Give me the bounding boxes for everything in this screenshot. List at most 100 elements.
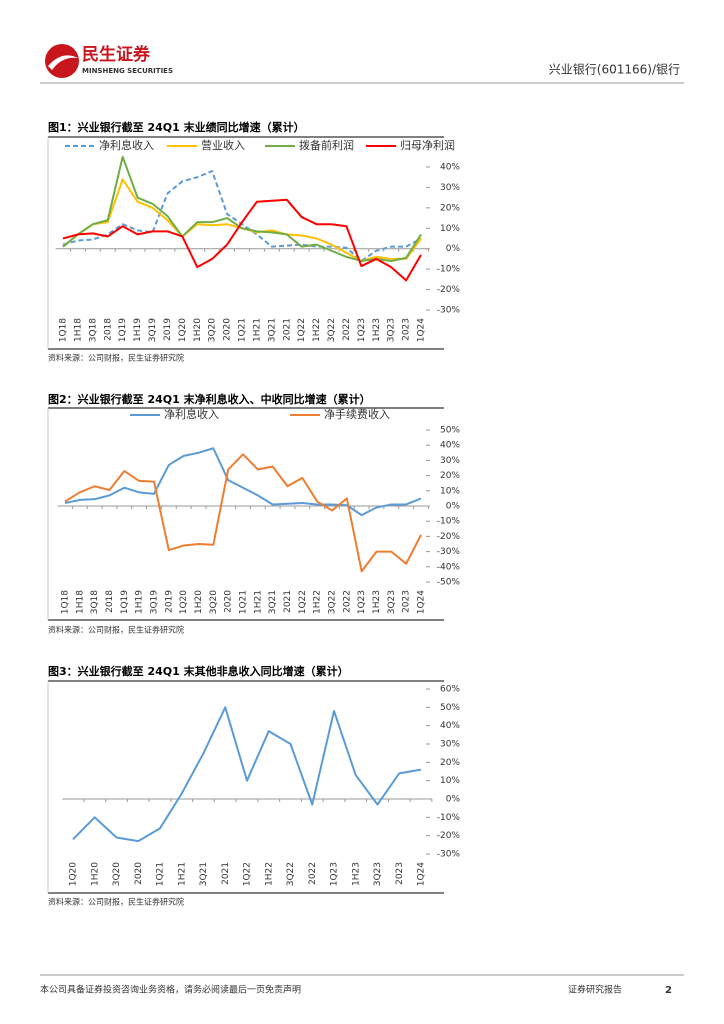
legend-label: 净利息收入 [99,138,154,152]
x-tick-label: 1H19 [133,318,143,342]
x-tick-label: 2018 [105,590,115,613]
x-tick-label: 3Q20 [209,590,219,615]
x-tick-label: 1H20 [90,862,100,886]
y-tick-label: -30% [437,547,461,557]
footer-label: 证券研究报告 [568,984,622,996]
y-tick-label: 50% [440,426,460,436]
x-tick-label: 1Q22 [298,590,308,614]
y-tick-label: -20% [437,285,461,295]
logo-icon [45,44,79,78]
source-note: 资料来源：公司财报，民生证券研究院 [48,353,184,363]
series-line [64,453,422,573]
x-tick-label: 2020 [223,318,233,341]
y-tick-label: -20% [437,831,461,841]
x-tick-label: 1H21 [177,862,187,886]
y-tick-label: 60% [440,685,460,695]
x-tick-label: 1Q18 [61,590,71,615]
series-line [72,706,422,843]
y-tick-label: -10% [437,265,461,275]
x-tick-label: 3Q22 [328,590,338,614]
chart-title: 图1：兴业银行截至 24Q1 末业绩同比增速（累计） [48,120,305,134]
logo-en: MINSHENG SECURITIES [82,67,173,75]
x-tick-label: 2019 [163,318,173,341]
y-tick-label: 10% [440,776,460,786]
logo-swoosh [48,55,78,70]
x-tick-label: 1H18 [75,590,85,614]
x-tick-label: 2023 [402,590,412,613]
series-line [62,155,422,262]
y-tick-label: 30% [440,456,460,466]
series-line [64,447,422,517]
x-tick-label: 2021 [221,862,231,885]
y-tick-label: 50% [440,703,460,713]
x-tick-label: 1Q18 [59,318,69,343]
logo-cn: 民生证券 [82,44,151,65]
x-tick-label: 1H22 [264,862,274,886]
x-tick-label: 1H23 [372,318,382,342]
x-tick-label: 3Q19 [148,318,158,343]
y-tick-label: 0% [446,795,461,805]
x-tick-label: 1Q22 [243,862,253,886]
y-tick-label: 20% [440,471,460,481]
x-tick-label: 3Q20 [112,862,122,887]
x-tick-label: 2020 [224,590,234,613]
y-tick-label: -50% [437,578,461,588]
x-tick-label: 3Q18 [88,318,98,343]
footer-disclaimer: 本公司具备证券投资咨询业务资格，请务必阅读最后一页免责声明 [40,984,301,996]
series-line [62,170,422,262]
x-tick-label: 2021 [282,318,292,341]
x-tick-label: 2022 [308,862,318,885]
x-tick-label: 1H23 [372,590,382,614]
y-tick-label: -30% [437,306,461,316]
y-tick-label: 40% [440,441,460,451]
x-tick-label: 1Q21 [238,318,248,342]
source-note: 资料来源：公司财报，民生证券研究院 [48,897,184,907]
x-tick-label: 3Q23 [387,318,397,342]
x-tick-label: 1Q24 [417,862,427,887]
y-tick-label: -10% [437,813,461,823]
x-tick-label: 1H21 [253,590,263,614]
x-tick-label: 1Q21 [156,862,166,886]
header-right: 兴业银行(601166)/银行 [549,63,680,77]
y-tick-label: 30% [440,740,460,750]
x-tick-label: 2023 [395,862,405,885]
y-tick-label: 20% [440,758,460,768]
x-tick-label: 1Q23 [330,862,340,886]
x-tick-label: 1Q20 [179,590,189,615]
x-tick-label: 1Q19 [120,590,130,615]
x-tick-label: 2019 [164,590,174,613]
y-tick-label: 40% [440,721,460,731]
chart-title: 图2：兴业银行截至 24Q1 末净利息收入、中收同比增速（累计） [48,392,371,406]
legend-label: 拨备前利润 [299,138,354,152]
y-tick-label: -30% [437,850,461,860]
x-tick-label: 2021 [283,590,293,613]
x-tick-label: 1Q20 [69,862,79,887]
x-tick-label: 1Q22 [297,318,307,342]
legend-label: 净手续费收入 [324,407,390,421]
chart-title: 图3：兴业银行截至 24Q1 末其他非息收入同比增速（累计） [48,664,349,678]
x-tick-label: 1H19 [135,590,145,614]
x-tick-label: 1Q19 [118,318,128,343]
x-tick-label: 1Q24 [417,318,427,343]
y-tick-label: 20% [440,203,460,213]
x-tick-label: 1H18 [73,318,83,342]
y-tick-label: -10% [437,517,461,527]
x-tick-label: 2023 [402,318,412,341]
x-tick-label: 1Q23 [357,590,367,614]
y-tick-label: -40% [437,562,461,572]
y-tick-label: 10% [440,486,460,496]
source-note: 资料来源：公司财报，民生证券研究院 [48,625,184,635]
x-tick-label: 1H23 [351,862,361,886]
x-tick-label: 3Q22 [327,318,337,342]
x-tick-label: 1Q21 [239,590,249,614]
legend-label: 归母净利润 [400,138,455,152]
y-tick-label: 30% [440,183,460,193]
x-tick-label: 3Q21 [267,318,277,342]
x-tick-label: 1H20 [193,318,203,342]
series-line [62,198,422,282]
x-tick-label: 1Q20 [178,318,188,343]
x-tick-label: 3Q19 [150,590,160,615]
x-tick-label: 3Q21 [199,862,209,886]
x-tick-label: 1H21 [252,318,262,342]
